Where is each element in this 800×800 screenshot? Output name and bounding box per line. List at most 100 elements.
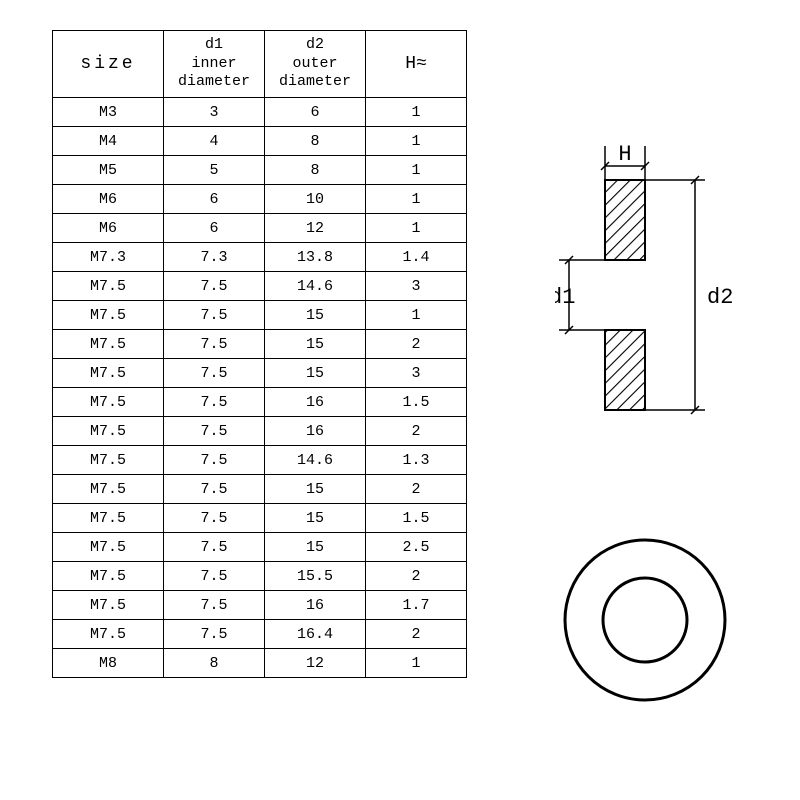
cell-size: M7.5: [53, 591, 164, 620]
cell-size: M7.5: [53, 562, 164, 591]
cell-d1: 7.5: [164, 417, 265, 446]
cell-h: 3: [366, 359, 467, 388]
cell-d2: 16: [265, 417, 366, 446]
cell-d2: 15: [265, 301, 366, 330]
cell-size: M7.5: [53, 272, 164, 301]
table-row: M4481: [53, 127, 467, 156]
upper-wall: [605, 180, 645, 260]
table-row: M7.37.313.81.4: [53, 243, 467, 272]
table-row: M7.57.515.52: [53, 562, 467, 591]
ring-svg: [555, 530, 735, 710]
header-h-text: H≈: [405, 54, 427, 74]
table-row: M7.57.5152: [53, 330, 467, 359]
cell-size: M6: [53, 185, 164, 214]
cell-h: 1.3: [366, 446, 467, 475]
cell-d1: 8: [164, 649, 265, 678]
cell-d1: 7.5: [164, 620, 265, 649]
washer-cross-section-diagram: H d2 d1: [555, 140, 775, 440]
cell-size: M3: [53, 98, 164, 127]
cell-size: M7.5: [53, 533, 164, 562]
cell-d2: 6: [265, 98, 366, 127]
label-d1: d1: [555, 285, 575, 310]
table-row: M66121: [53, 214, 467, 243]
label-d2: d2: [707, 285, 733, 310]
cell-h: 1: [366, 185, 467, 214]
cell-d2: 10: [265, 185, 366, 214]
cell-size: M7.5: [53, 330, 164, 359]
header-row: size d1 inner diameter d2 outer diameter…: [53, 31, 467, 98]
cell-d2: 15: [265, 475, 366, 504]
cell-d2: 14.6: [265, 272, 366, 301]
cell-d1: 3: [164, 98, 265, 127]
cell-size: M6: [53, 214, 164, 243]
table-row: M7.57.5161.5: [53, 388, 467, 417]
table-row: M3361: [53, 98, 467, 127]
table-row: M7.57.5151.5: [53, 504, 467, 533]
cell-d2: 15: [265, 330, 366, 359]
table-row: M7.57.514.63: [53, 272, 467, 301]
cell-h: 1: [366, 649, 467, 678]
header-d1: d1 inner diameter: [164, 31, 265, 98]
cell-size: M7.3: [53, 243, 164, 272]
cell-h: 1.5: [366, 504, 467, 533]
table-row: M66101: [53, 185, 467, 214]
cell-d1: 7.5: [164, 388, 265, 417]
cell-h: 1: [366, 127, 467, 156]
cell-d1: 7.5: [164, 562, 265, 591]
header-d2-l1: d2: [306, 36, 324, 53]
lower-wall: [605, 330, 645, 410]
cell-h: 1: [366, 98, 467, 127]
table-row: M7.57.514.61.3: [53, 446, 467, 475]
table-row: M7.57.5153: [53, 359, 467, 388]
cell-d2: 8: [265, 127, 366, 156]
cell-h: 1.4: [366, 243, 467, 272]
table-row: M5581: [53, 156, 467, 185]
table-row: M7.57.5152.5: [53, 533, 467, 562]
header-d2-l3: diameter: [279, 73, 351, 90]
cell-h: 3: [366, 272, 467, 301]
cell-h: 2: [366, 475, 467, 504]
cell-d1: 7.5: [164, 272, 265, 301]
cell-d2: 16: [265, 388, 366, 417]
header-d1-l3: diameter: [178, 73, 250, 90]
cell-d1: 7.5: [164, 475, 265, 504]
cell-d1: 7.5: [164, 301, 265, 330]
cell-h: 2: [366, 620, 467, 649]
cell-d1: 5: [164, 156, 265, 185]
cell-h: 2: [366, 330, 467, 359]
header-d1-l2: inner: [191, 55, 236, 72]
header-h: H≈: [366, 31, 467, 98]
cell-d2: 8: [265, 156, 366, 185]
cell-h: 1.5: [366, 388, 467, 417]
cell-size: M7.5: [53, 620, 164, 649]
cell-d1: 7.5: [164, 533, 265, 562]
cell-d2: 16: [265, 591, 366, 620]
cell-h: 1.7: [366, 591, 467, 620]
cell-d1: 7.3: [164, 243, 265, 272]
cell-size: M7.5: [53, 388, 164, 417]
cell-size: M8: [53, 649, 164, 678]
header-size: size: [53, 31, 164, 98]
ring-inner-circle: [603, 578, 687, 662]
cell-size: M4: [53, 127, 164, 156]
cell-d2: 16.4: [265, 620, 366, 649]
cell-d1: 7.5: [164, 504, 265, 533]
cell-d2: 14.6: [265, 446, 366, 475]
table-row: M88121: [53, 649, 467, 678]
cell-d2: 13.8: [265, 243, 366, 272]
cell-d2: 12: [265, 649, 366, 678]
table-body: M3361M4481M5581M66101M66121M7.37.313.81.…: [53, 98, 467, 678]
washer-spec-table: size d1 inner diameter d2 outer diameter…: [52, 30, 467, 678]
cell-d1: 7.5: [164, 359, 265, 388]
table-row: M7.57.5152: [53, 475, 467, 504]
cell-h: 1: [366, 301, 467, 330]
header-size-text: size: [80, 54, 135, 74]
table-row: M7.57.516.42: [53, 620, 467, 649]
cell-d1: 7.5: [164, 446, 265, 475]
cell-d2: 15: [265, 359, 366, 388]
header-d2: d2 outer diameter: [265, 31, 366, 98]
ring-outer-circle: [565, 540, 725, 700]
cell-h: 2: [366, 562, 467, 591]
header-d2-l2: outer: [292, 55, 337, 72]
cross-section-svg: H d2 d1: [555, 140, 775, 440]
